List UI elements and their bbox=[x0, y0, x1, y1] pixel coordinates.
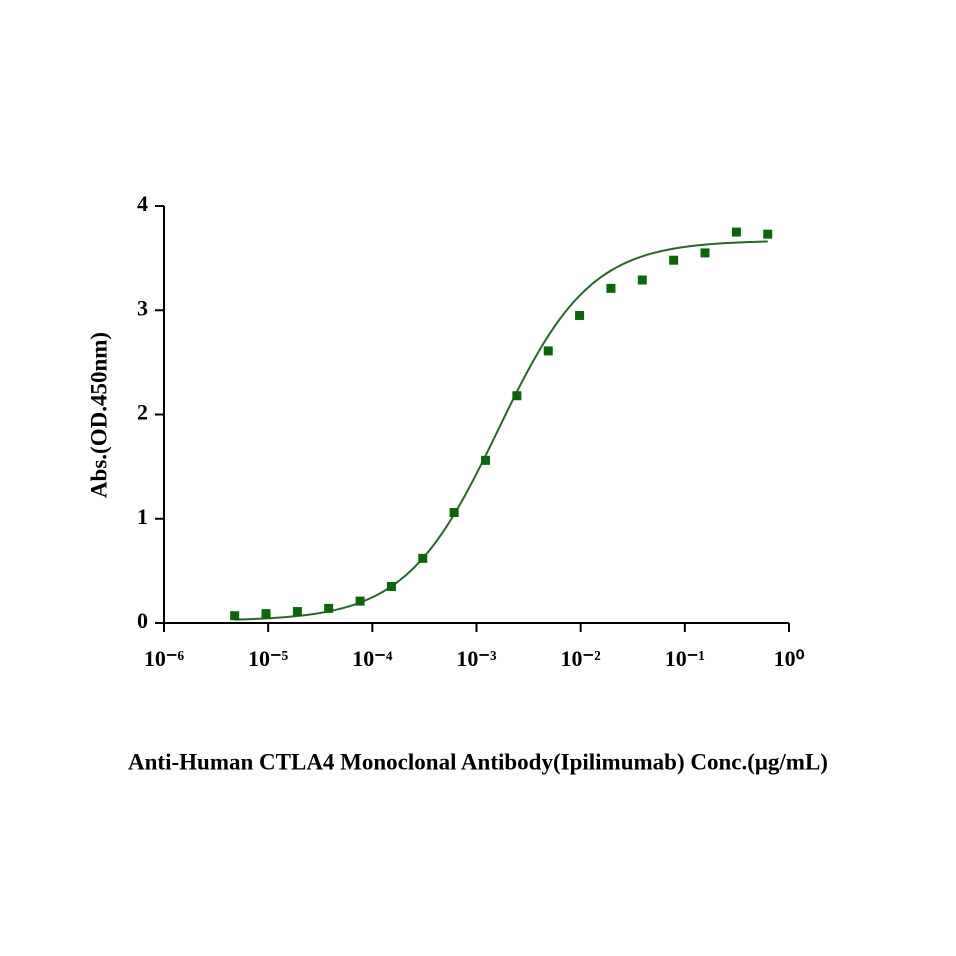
data-point bbox=[606, 283, 616, 293]
data-point bbox=[731, 227, 741, 237]
data-point bbox=[575, 310, 585, 320]
data-point bbox=[637, 275, 647, 285]
data-point bbox=[669, 255, 679, 265]
fit-curve bbox=[234, 240, 768, 621]
data-point bbox=[512, 391, 522, 401]
x-tick-label: 10⁻² bbox=[561, 646, 602, 671]
data-point bbox=[543, 346, 553, 356]
y-axis-title: Abs.(OD.450nm) bbox=[86, 332, 111, 498]
data-point bbox=[449, 507, 459, 517]
data-point bbox=[324, 603, 334, 613]
x-tick-label: 10⁻¹ bbox=[665, 646, 705, 671]
x-tick-label: 10⁰ bbox=[774, 646, 805, 671]
data-point bbox=[292, 607, 302, 617]
data-point bbox=[763, 229, 773, 239]
x-tick-label: 10⁻³ bbox=[456, 646, 497, 671]
y-tick-label: 1 bbox=[137, 504, 148, 529]
x-tick-label: 10⁻⁶ bbox=[144, 646, 185, 671]
y-tick-label: 3 bbox=[137, 295, 148, 320]
data-point bbox=[386, 582, 396, 592]
y-tick-label: 0 bbox=[137, 608, 148, 633]
y-tick-label: 4 bbox=[137, 191, 148, 216]
data-point bbox=[230, 611, 240, 621]
data-point bbox=[700, 248, 710, 258]
data-point bbox=[418, 553, 428, 563]
x-tick-label: 10⁻⁴ bbox=[352, 646, 393, 671]
x-tick-label: 10⁻⁵ bbox=[248, 646, 289, 671]
y-tick-label: 2 bbox=[137, 400, 148, 425]
data-point bbox=[481, 455, 491, 465]
data-point bbox=[261, 609, 271, 619]
x-axis-title: Anti-Human CTLA4 Monoclonal Antibody(Ipi… bbox=[128, 749, 828, 774]
data-point bbox=[355, 596, 365, 606]
